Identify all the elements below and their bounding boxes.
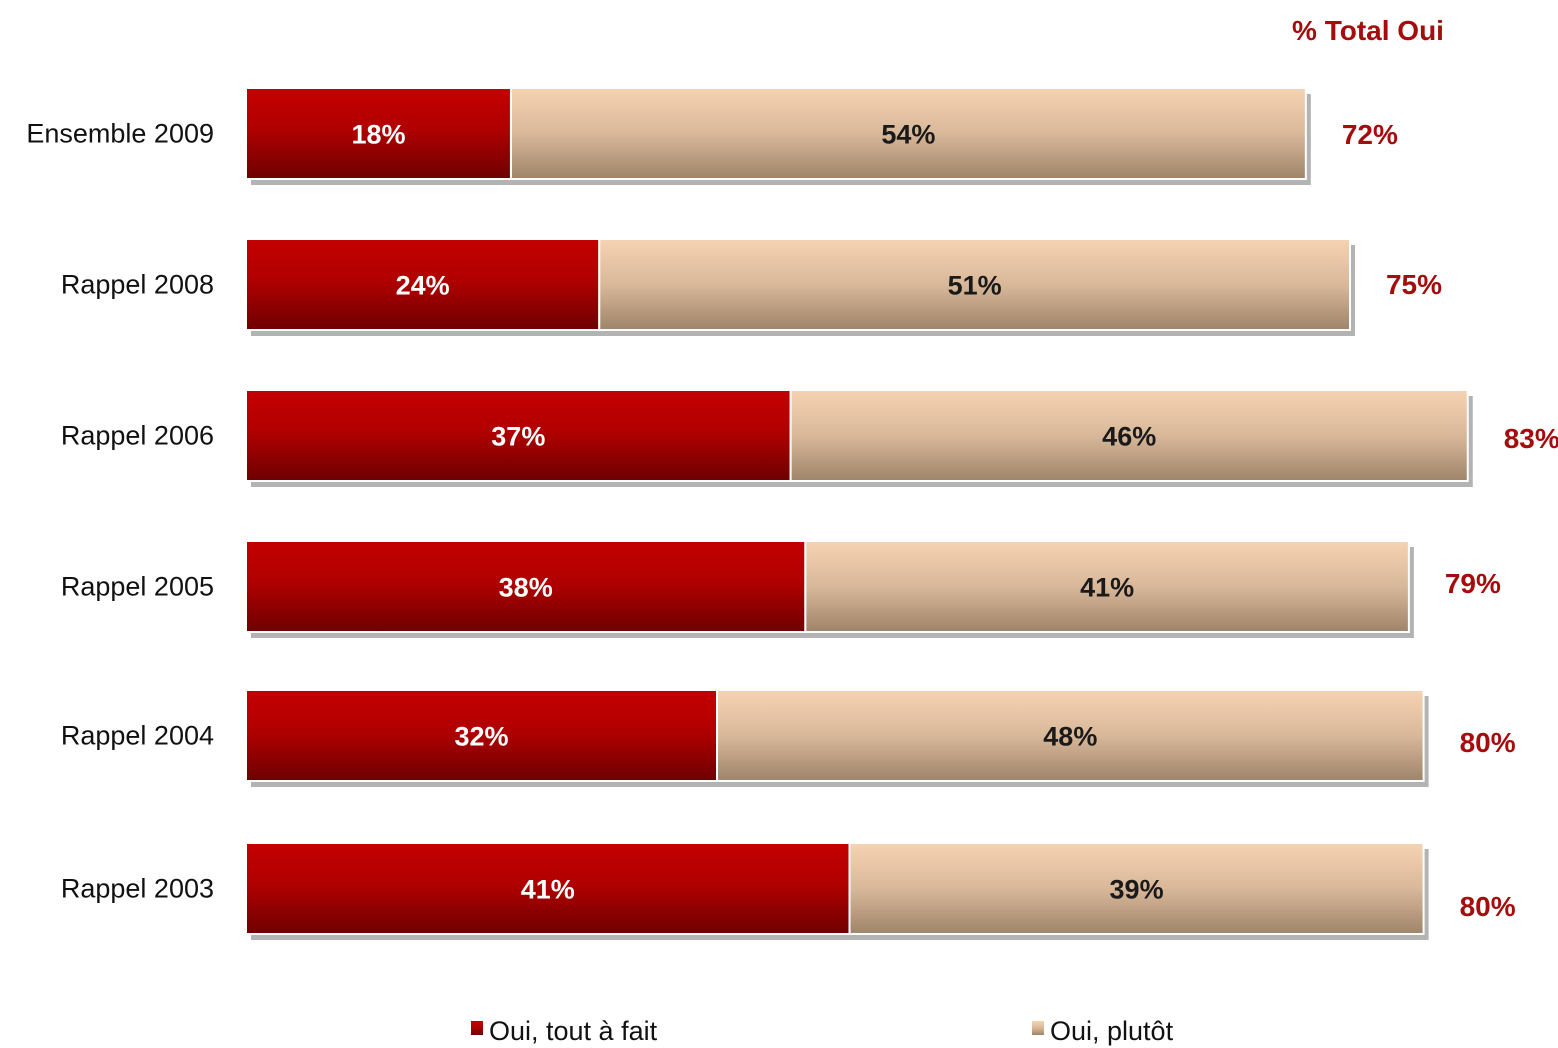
total-label-rappel-2006: 83% [1504,423,1558,454]
total-label-rappel-2005: 79% [1445,568,1501,599]
value-label-oui-tout-fait-rappel-2005: 38% [499,573,553,603]
legend-label-tout-a-fait: Oui, tout à fait [489,1016,658,1046]
category-label-rappel-2005: Rappel 2005 [61,572,214,602]
total-label-rappel-2004: 80% [1460,727,1516,758]
category-label-rappel-2006: Rappel 2006 [61,421,214,451]
value-label-oui-plut-t-ensemble-2009: 54% [881,120,935,150]
value-label-oui-tout-fait-rappel-2003: 41% [521,875,575,905]
total-label-rappel-2003: 80% [1460,891,1516,922]
bar-oui-tout-fait-rappel-2006 [245,389,792,482]
legend-swatch-tout-a-fait [471,1021,483,1035]
category-label-rappel-2003: Rappel 2003 [61,874,214,904]
total-header: % Total Oui [1292,15,1444,46]
value-label-oui-plut-t-rappel-2005: 41% [1080,573,1134,603]
category-label-ensemble-2009: Ensemble 2009 [26,119,214,149]
bar-oui-tout-fait-rappel-2004 [245,689,719,782]
value-label-oui-plut-t-rappel-2003: 39% [1110,875,1164,905]
bar-oui-plut-t-rappel-2003 [848,842,1425,935]
bar-oui-plut-t-rappel-2005 [804,540,1410,633]
total-label-rappel-2008: 75% [1386,269,1442,300]
category-label-rappel-2004: Rappel 2004 [61,721,214,751]
legend-swatch-plutot [1032,1021,1044,1035]
value-label-oui-plut-t-rappel-2004: 48% [1043,722,1097,752]
legend-label-plutot: Oui, plutôt [1050,1016,1174,1046]
bar-oui-plut-t-ensemble-2009 [509,87,1307,180]
total-label-ensemble-2009: 72% [1342,119,1398,150]
value-label-oui-tout-fait-rappel-2006: 37% [491,422,545,452]
category-label-rappel-2008: Rappel 2008 [61,270,214,300]
bar-oui-tout-fait-ensemble-2009 [245,87,512,180]
bar-oui-plut-t-rappel-2006 [789,389,1469,482]
bar-oui-plut-t-rappel-2004 [716,689,1425,782]
bar-oui-tout-fait-rappel-2003 [245,842,851,935]
value-label-oui-tout-fait-rappel-2008: 24% [396,271,450,301]
value-label-oui-plut-t-rappel-2006: 46% [1102,422,1156,452]
bars-layer: Ensemble 2009 18% 54% 72% Rappel 2008 24% 51% 7… [26,87,1558,940]
value-label-oui-tout-fait-ensemble-2009: 18% [351,120,405,150]
bar-oui-plut-t-rappel-2008 [598,238,1351,331]
bar-oui-tout-fait-rappel-2005 [245,540,807,633]
legend: Oui, tout à fait Oui, plutôt [471,1016,1174,1046]
value-label-oui-plut-t-rappel-2008: 51% [948,271,1002,301]
value-label-oui-tout-fait-rappel-2004: 32% [454,722,508,752]
